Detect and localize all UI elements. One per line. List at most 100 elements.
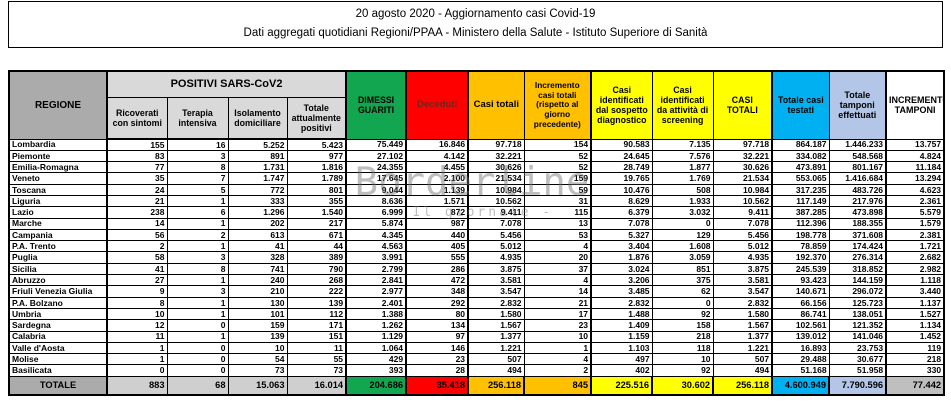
region-name-cell: Sicilia [8, 262, 108, 276]
value-cell: 1 [523, 341, 592, 355]
value-cell: 10 [523, 330, 592, 343]
value-cell: 14 [523, 285, 592, 298]
value-cell: 55 [286, 353, 347, 366]
value-cell: 73 [227, 364, 288, 377]
value-cell: 790 [286, 262, 347, 276]
value-cell: 54 [227, 353, 288, 366]
value-cell: 292 [405, 296, 469, 309]
value-cell: 507 [712, 353, 773, 366]
value-cell: 333 [227, 194, 288, 208]
value-cell: 276.314 [828, 251, 887, 264]
value-cell: 2.381 [885, 228, 945, 242]
col-header-deceduti: Deceduti [405, 70, 469, 140]
value-cell: 741 [227, 262, 288, 276]
value-cell: 3.547 [467, 285, 525, 298]
table-row: P.A. Trento 2 1 41 44 4.563 405 5.012 4 3.404 1.60… [8, 240, 945, 253]
value-cell: 13 [523, 217, 592, 230]
value-cell: 90.583 [590, 138, 653, 151]
col-header-dimessi-guariti: DIMESSI GUARITI [345, 70, 407, 140]
value-cell: 4.455 [405, 161, 469, 174]
total-value-cell: 256.118 [712, 375, 773, 396]
table-row: Basilicata 0 0 73 73 393 28 494 2 402 92 494 51.168 5… [8, 364, 945, 377]
region-name-cell: Valle d'Aosta [8, 341, 108, 355]
report-title-box: 20 agosto 2020 - Aggiornamento casi Covi… [8, 1, 943, 48]
value-cell: 5.012 [467, 240, 525, 253]
value-cell: 17.645 [345, 172, 407, 185]
value-cell: 139.012 [771, 330, 830, 343]
value-cell: 1 [166, 307, 229, 321]
value-cell: 1.769 [651, 172, 714, 185]
value-cell: 30.677 [828, 353, 887, 366]
value-cell: 121.352 [828, 319, 887, 332]
value-cell: 2.977 [345, 285, 407, 298]
value-cell: 389 [286, 251, 347, 264]
value-cell: 32.221 [467, 149, 525, 163]
value-cell: 1 [166, 194, 229, 208]
value-cell: 134 [405, 319, 469, 332]
col-header-attivita-screening: Casi identificati da attività di screeni… [651, 70, 714, 140]
total-label-cell: TOTALE [8, 375, 108, 396]
value-cell: 3.440 [885, 285, 945, 298]
total-value-cell: 225.516 [590, 375, 653, 396]
value-cell: 0 [166, 353, 229, 366]
total-value-cell: 30.602 [651, 375, 714, 396]
value-cell: 772 [227, 183, 288, 196]
value-cell: 13.757 [885, 138, 945, 151]
value-cell: 6.379 [590, 206, 653, 219]
value-cell: 10.984 [712, 183, 773, 196]
value-cell: 5.327 [590, 228, 653, 242]
table-row: Marche 14 1 202 217 5.874 987 7.078 13 7.078 0 7.07… [8, 217, 945, 230]
value-cell: 5.456 [712, 228, 773, 242]
value-cell: 7.078 [467, 217, 525, 230]
value-cell: 0 [166, 319, 229, 332]
value-cell: 2.841 [345, 274, 407, 287]
value-cell: 5.012 [712, 240, 773, 253]
value-cell: 8.636 [345, 194, 407, 208]
region-name-cell: Calabria [8, 330, 108, 343]
value-cell: 140.671 [771, 285, 830, 298]
value-cell: 23.753 [828, 341, 887, 355]
value-cell: 16.893 [771, 341, 830, 355]
table-row: Piemonte 83 3 891 977 27.102 4.142 32.221 52 24.6… [8, 149, 945, 163]
region-name-cell: Veneto [8, 172, 108, 185]
table-row: Sardegna 12 0 159 171 1.262 134 1.567 23 1.409 158… [8, 319, 945, 332]
value-cell: 21 [106, 194, 168, 208]
value-cell: 238 [106, 206, 168, 219]
value-cell: 355 [286, 194, 347, 208]
value-cell: 1 [166, 217, 229, 230]
value-cell: 17 [523, 307, 592, 321]
value-cell: 5.579 [885, 206, 945, 219]
value-cell: 119 [885, 341, 945, 355]
value-cell: 494 [712, 364, 773, 377]
value-cell: 1 [166, 240, 229, 253]
value-cell: 222 [286, 285, 347, 298]
value-cell: 4 [523, 274, 592, 287]
value-cell: 3.581 [467, 274, 525, 287]
value-cell: 1.377 [467, 330, 525, 343]
value-cell: 1.416.684 [828, 172, 887, 185]
value-cell: 3 [166, 149, 229, 163]
value-cell: 872 [405, 206, 469, 219]
value-cell: 151 [286, 330, 347, 343]
value-cell: 268 [286, 274, 347, 287]
value-cell: 139 [227, 330, 288, 343]
region-name-cell: Abruzzo [8, 274, 108, 287]
value-cell: 10.984 [467, 183, 525, 196]
value-cell: 117.149 [771, 194, 830, 208]
value-cell: 3.875 [467, 262, 525, 276]
value-cell: 3 [166, 285, 229, 298]
value-cell: 1.876 [590, 251, 653, 264]
value-cell: 218 [885, 353, 945, 366]
region-name-cell: P.A. Bolzano [8, 296, 108, 309]
value-cell: 1.571 [405, 194, 469, 208]
value-cell: 317.235 [771, 183, 830, 196]
table-row: Lazio 238 6 1.296 1.540 6.999 872 9.411 115 6.379… [8, 206, 945, 219]
value-cell: 375 [651, 274, 714, 287]
region-name-cell: Sardegna [8, 319, 108, 332]
value-cell: 1.137 [885, 296, 945, 309]
col-header-terapia-intensiva: Terapia intensiva [166, 96, 229, 140]
value-cell: 27 [106, 274, 168, 287]
table-body: Lombardia 155 16 5.252 5.423 75.449 16.846 97.7… [8, 138, 945, 396]
value-cell: 146 [405, 341, 469, 355]
value-cell: 92 [651, 307, 714, 321]
